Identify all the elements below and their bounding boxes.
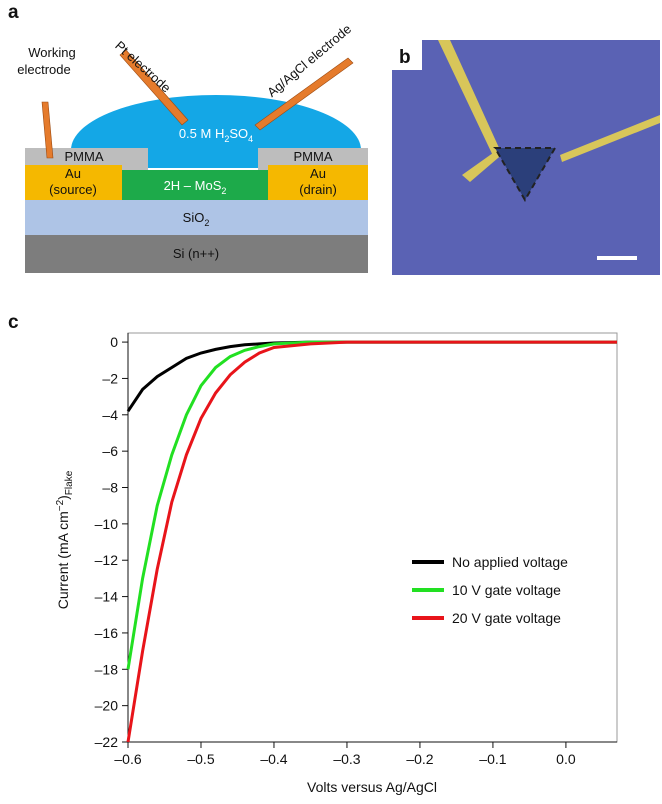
t: 2 — [204, 218, 209, 228]
y-tick-label: –22 — [95, 734, 119, 750]
t: ) — [55, 495, 71, 500]
x-tick-label: –0.3 — [333, 751, 360, 767]
x-axis-label: Volts versus Ag/AgCl — [307, 779, 437, 795]
au-source — [25, 165, 122, 200]
label: Working — [28, 45, 75, 60]
t: −2 — [55, 499, 66, 511]
data-line — [126, 340, 617, 743]
panel-label: b — [399, 47, 411, 68]
t: SiO — [183, 210, 205, 225]
x-tick-label: –0.6 — [114, 751, 141, 767]
t: 2 — [224, 134, 229, 144]
pmma-right — [258, 148, 368, 170]
micrograph — [392, 40, 660, 275]
x-tick-label: 0.0 — [556, 751, 576, 767]
t: 2 — [221, 186, 226, 196]
x-tick-label: –0.4 — [260, 751, 287, 767]
label: PMMA — [294, 149, 333, 164]
label: SiO2 — [183, 210, 210, 228]
si-layer — [25, 235, 368, 273]
t: 2H – MoS — [164, 178, 222, 193]
label: Pt electrode — [112, 38, 174, 96]
legend-label: No applied voltage — [452, 554, 568, 570]
y-tick-label: 0 — [110, 334, 118, 350]
t: 0.5 M H — [179, 126, 225, 141]
label: Au — [310, 166, 326, 181]
y-tick-label: –18 — [95, 661, 119, 677]
plot-frame — [127, 332, 618, 743]
x-tick-label: –0.2 — [406, 751, 433, 767]
t: SO — [229, 126, 248, 141]
label: electrode — [17, 62, 70, 77]
label: PMMA — [65, 149, 104, 164]
label: Si (n++) — [173, 246, 219, 261]
legend-label: 10 V gate voltage — [452, 582, 561, 598]
y-tick-label: –16 — [95, 625, 119, 641]
label: Au — [65, 166, 81, 181]
t: Flake — [64, 470, 75, 495]
x-tick-label: –0.5 — [187, 751, 214, 767]
label: (source) — [49, 182, 97, 197]
y-axis-label: Current (mA cm−2)Flake — [55, 470, 75, 609]
panel-label: a — [8, 2, 19, 23]
y-tick-label: –4 — [102, 407, 118, 423]
working-electrode — [41, 101, 54, 159]
t: Current (mA cm — [55, 511, 71, 609]
y-tick-label: –12 — [95, 552, 119, 568]
legend-label: 20 V gate voltage — [452, 610, 561, 626]
x-tick-label: –0.1 — [479, 751, 506, 767]
mos2 — [122, 170, 268, 200]
data-line — [126, 340, 617, 413]
y-tick-label: –10 — [95, 516, 119, 532]
y-tick-label: –6 — [102, 443, 118, 459]
label: 2H – MoS2 — [164, 178, 227, 196]
pt-electrode — [119, 49, 189, 126]
panel-label: c — [8, 312, 19, 333]
agcl-electrode — [254, 57, 354, 131]
label: 0.5 M H2SO4 — [179, 126, 253, 144]
pmma-left — [25, 148, 148, 170]
au-drain — [268, 165, 368, 200]
y-tick-label: –8 — [102, 480, 118, 496]
label: (drain) — [299, 182, 337, 197]
y-tick-label: –20 — [95, 698, 119, 714]
y-tick-label: –2 — [102, 370, 118, 386]
y-tick-label: –14 — [95, 589, 119, 605]
device-diagram: Working electrode Pt electrode Ag/AgCl e… — [17, 21, 368, 273]
sio2-layer — [25, 200, 368, 235]
t: 4 — [248, 134, 253, 144]
